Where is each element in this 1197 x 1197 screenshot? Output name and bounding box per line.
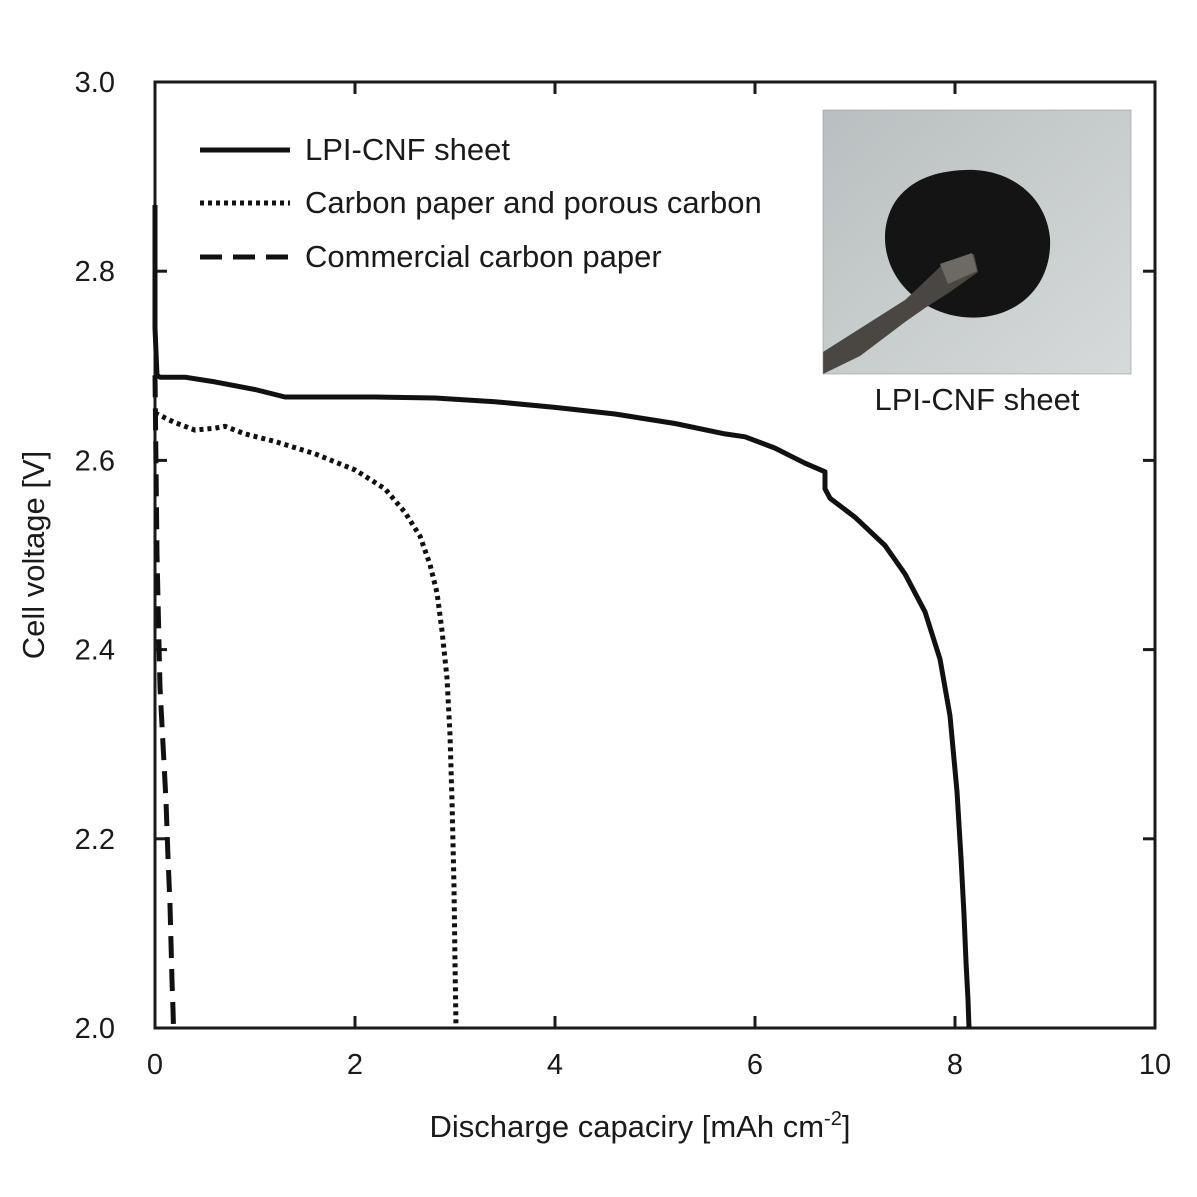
inset-tweezer — [823, 254, 978, 374]
inset-border — [822, 109, 1132, 375]
x-axis-title-main: Discharge capaciry [mAh cm — [430, 1109, 825, 1144]
inset-caption: LPI-CNF sheet — [874, 382, 1079, 417]
x-axis-title-tail: ] — [842, 1109, 851, 1144]
y-tick-label: 2.0 — [75, 1013, 115, 1045]
y-tick-label: 2.6 — [75, 445, 115, 477]
x-axis-title: Discharge capaciry [mAh cm-2] — [430, 1108, 851, 1144]
legend: LPI-CNF sheet Carbon paper and porous ca… — [200, 132, 762, 274]
inset-photo: LPI-CNF sheet — [822, 109, 1132, 417]
series-layer — [152, 205, 972, 1029]
y-tick-label: 2.8 — [75, 256, 115, 288]
y-tick-label: 2.4 — [75, 635, 115, 667]
legend-label-commercial-paper: Commercial carbon paper — [305, 239, 662, 274]
y-axis-title: Cell voltage [V] — [16, 451, 51, 660]
series-line-0 — [152, 205, 972, 1029]
x-tick-label: 0 — [147, 1049, 163, 1081]
x-tick-label: 6 — [747, 1049, 763, 1081]
series-line-2 — [152, 375, 176, 1029]
x-tick-label: 4 — [547, 1049, 563, 1081]
inset-tweezer-tip — [940, 253, 977, 284]
y-tick-label: 2.2 — [75, 824, 115, 856]
series-line-1 — [153, 410, 459, 1029]
x-tick-label: 8 — [947, 1049, 963, 1081]
y-tick-label: 3.0 — [75, 67, 115, 99]
x-tick-label: 10 — [1139, 1049, 1171, 1081]
x-axis-title-superscript: -2 — [824, 1108, 842, 1130]
x-tick-label: 2 — [347, 1049, 363, 1081]
legend-label-carbon-paper-porous: Carbon paper and porous carbon — [305, 185, 762, 220]
x-axis-ticks: 0 2 4 6 8 10 — [147, 82, 1171, 1081]
y-axis-ticks: 2.0 2.2 2.4 2.6 2.8 3.0 — [75, 67, 1155, 1045]
legend-label-lpi-cnf: LPI-CNF sheet — [305, 132, 510, 167]
